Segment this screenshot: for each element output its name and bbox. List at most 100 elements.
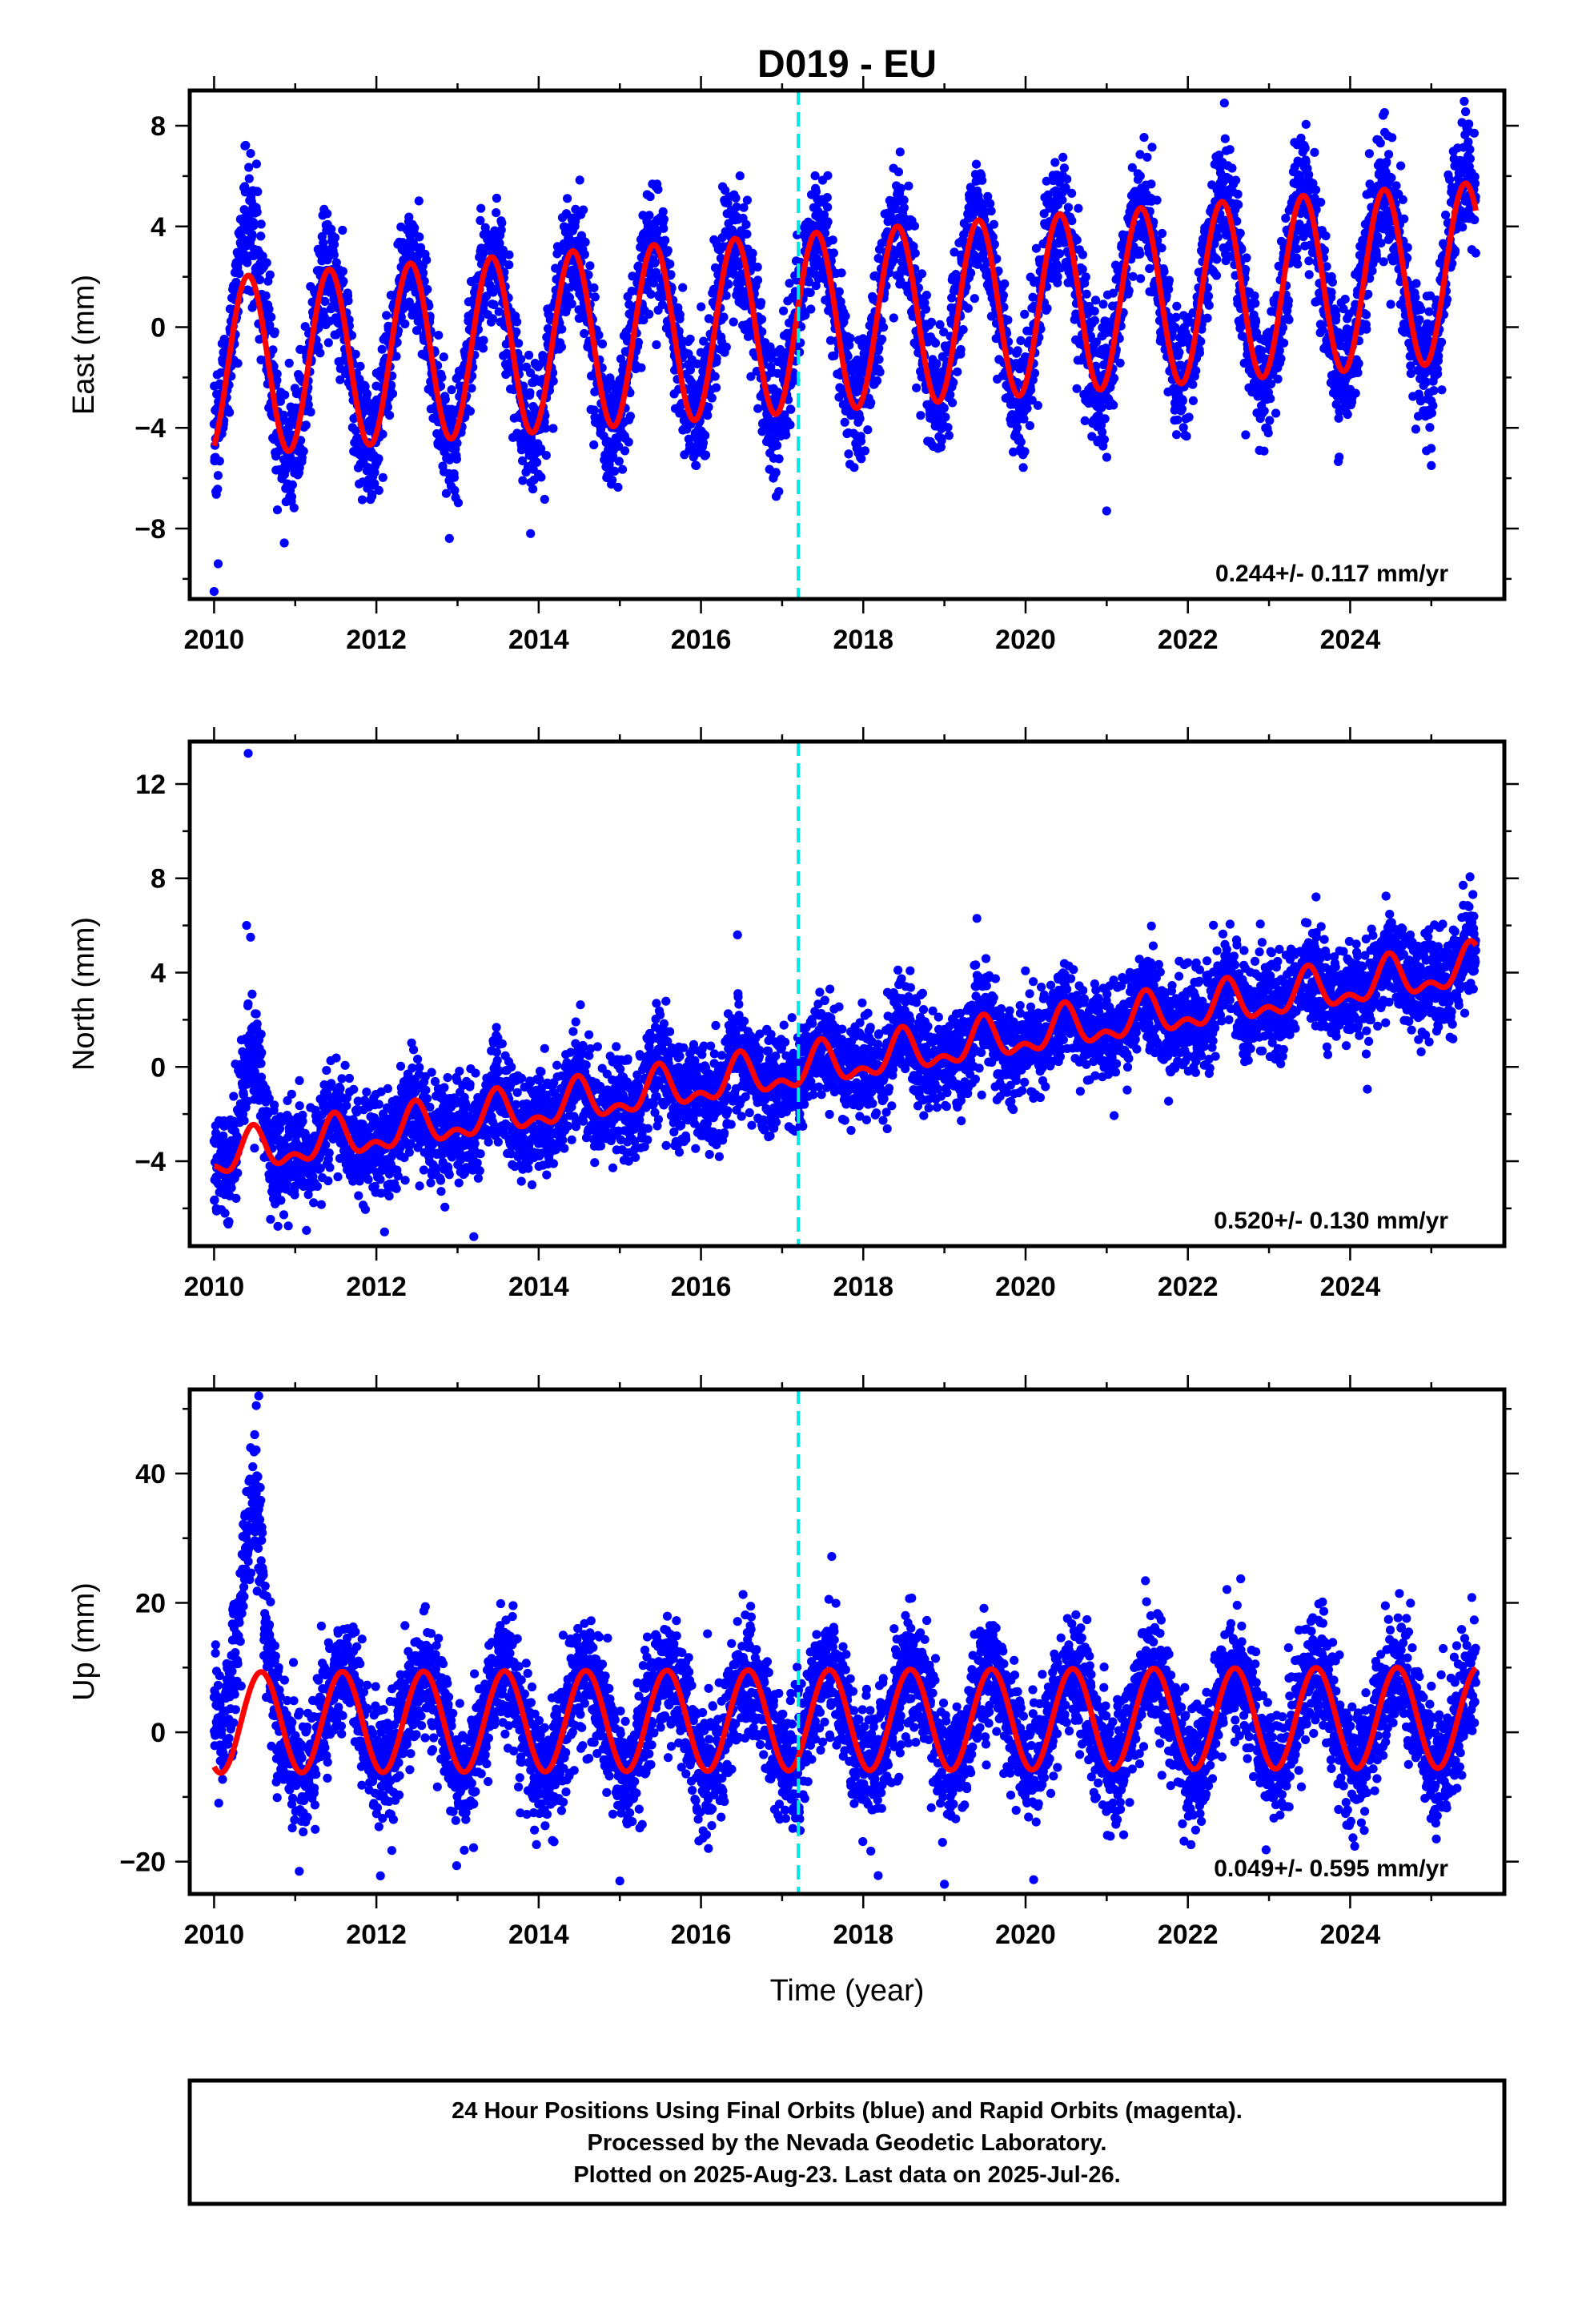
data-point: [735, 171, 745, 181]
data-point: [916, 411, 926, 420]
data-point: [434, 331, 444, 340]
data-point: [823, 203, 833, 212]
data-point: [512, 317, 522, 327]
data-point: [518, 456, 528, 466]
data-point: [633, 337, 644, 348]
data-point: [497, 218, 507, 227]
data-point: [378, 472, 387, 482]
data-point: [363, 389, 372, 399]
data-point: [253, 187, 263, 196]
data-point: [343, 296, 353, 306]
data-point: [829, 248, 838, 258]
data-point: [414, 196, 424, 206]
data-point: [1231, 175, 1241, 185]
data-point: [225, 408, 235, 417]
data-point: [1042, 304, 1052, 313]
data-point: [351, 349, 360, 359]
data-point: [323, 209, 332, 219]
data-point: [874, 355, 884, 364]
data-point: [1327, 287, 1336, 297]
data-point: [1115, 358, 1125, 368]
data-point: [889, 313, 898, 323]
data-point: [261, 291, 271, 300]
data-point: [1142, 152, 1152, 162]
data-point: [644, 211, 654, 220]
data-point: [329, 250, 339, 259]
data-point: [1335, 452, 1344, 462]
data-point: [698, 438, 709, 448]
data-point: [636, 363, 646, 372]
data-point: [479, 336, 488, 345]
data-point: [904, 181, 913, 191]
data-point: [320, 296, 330, 306]
data-point: [213, 485, 223, 494]
data-point: [532, 457, 542, 468]
data-point: [488, 314, 498, 324]
data-point: [704, 402, 713, 412]
data-point: [1078, 250, 1087, 259]
data-point: [415, 232, 424, 242]
data-point: [692, 460, 701, 471]
data-point: [855, 414, 865, 424]
data-point: [771, 468, 781, 477]
data-point: [823, 171, 833, 180]
data-point: [823, 217, 833, 227]
data-point: [1098, 300, 1108, 309]
data-point: [265, 270, 275, 279]
data-point: [1020, 447, 1030, 456]
data-point: [382, 311, 391, 320]
data-point: [1135, 171, 1145, 181]
data-point: [948, 398, 958, 408]
data-point: [1058, 152, 1068, 162]
data-point: [953, 367, 962, 376]
data-point: [1273, 374, 1283, 384]
data-point: [834, 287, 844, 296]
data-point: [779, 306, 789, 316]
data-point: [1053, 271, 1062, 282]
data-point: [1271, 408, 1281, 418]
data-point: [1188, 380, 1198, 389]
data-point: [1146, 179, 1156, 189]
data-point: [921, 291, 931, 300]
data-point: [757, 298, 766, 308]
data-point: [1327, 277, 1337, 287]
data-point: [504, 368, 513, 377]
data-point: [387, 380, 396, 390]
data-point: [1364, 149, 1374, 159]
data-point: [849, 463, 859, 472]
data-point: [837, 268, 846, 278]
data-point: [579, 205, 588, 215]
data-point: [1203, 292, 1214, 301]
data-point: [422, 255, 432, 265]
data-point: [665, 259, 675, 269]
data-point: [557, 324, 567, 334]
data-point: [496, 225, 506, 235]
data-point: [1062, 175, 1072, 184]
data-point: [926, 317, 937, 327]
data-point: [284, 423, 294, 432]
data-point: [1090, 296, 1101, 305]
data-point: [262, 258, 271, 267]
data-point: [449, 472, 460, 482]
data-point: [939, 403, 949, 413]
data-point: [465, 406, 476, 416]
data-point: [300, 322, 310, 332]
data-point: [1157, 228, 1167, 239]
data-point: [753, 262, 762, 272]
data-point: [930, 338, 941, 348]
data-point: [970, 294, 979, 304]
data-point: [272, 376, 282, 385]
data-point: [917, 269, 927, 279]
data-point: [360, 382, 370, 392]
data-point: [387, 389, 398, 399]
data-point: [551, 263, 560, 273]
data-point: [367, 492, 377, 501]
data-point: [1212, 255, 1222, 264]
data-point: [1080, 416, 1090, 426]
data-point: [1174, 348, 1184, 357]
data-point: [875, 367, 885, 377]
data-point: [909, 221, 919, 231]
data-point: [944, 431, 954, 440]
data-point: [536, 444, 546, 453]
data-point: [863, 425, 873, 435]
